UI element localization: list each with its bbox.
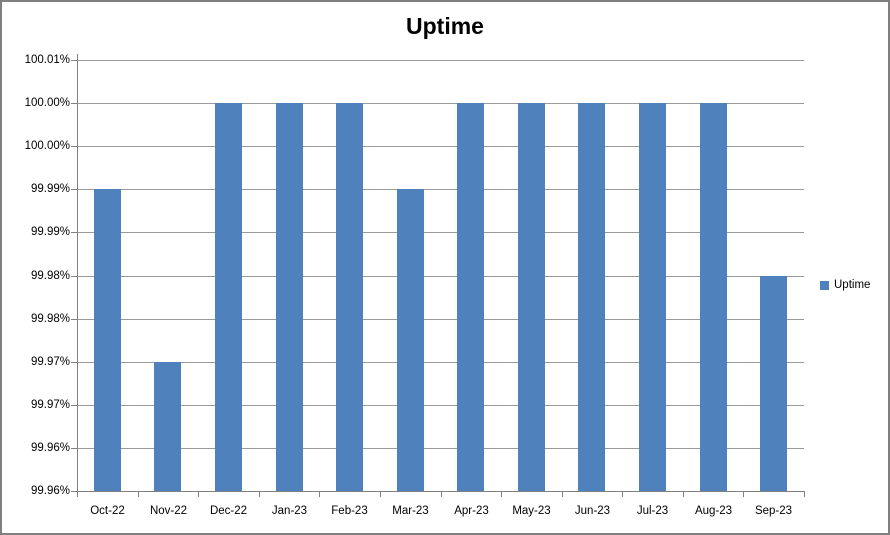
bar-Aug-23[interactable]	[700, 103, 727, 491]
bar-Oct-22[interactable]	[94, 189, 121, 491]
chart-title[interactable]: Uptime	[406, 13, 484, 39]
x-axis-tick-label: Jun-23	[574, 505, 611, 517]
y-axis-tick	[71, 319, 77, 320]
bar-Apr-23[interactable]	[457, 103, 484, 491]
bar-May-23[interactable]	[518, 103, 545, 491]
x-axis-tick	[259, 491, 260, 497]
x-axis-tick-label: Dec-22	[209, 505, 248, 517]
x-axis-line	[77, 491, 804, 492]
y-axis-tick	[71, 103, 77, 104]
y-axis-tick	[71, 146, 77, 147]
x-axis-tick	[622, 491, 623, 497]
x-axis-tick	[804, 491, 805, 497]
y-axis-tick-label: 100.01%	[24, 54, 70, 66]
x-axis-tick	[683, 491, 684, 497]
gridline	[77, 405, 804, 406]
y-axis-tick	[71, 405, 77, 406]
x-axis-tick-label: Nov-22	[149, 505, 188, 517]
x-axis-tick-label: Sep-23	[754, 505, 793, 517]
y-axis-tick-label: 99.96%	[30, 442, 70, 454]
bar-Jul-23[interactable]	[639, 103, 666, 491]
gridline	[77, 146, 804, 147]
y-axis-tick	[71, 362, 77, 363]
y-axis-tick-label: 99.98%	[30, 270, 70, 282]
gridline	[77, 362, 804, 363]
bar-Jan-23[interactable]	[276, 103, 303, 491]
y-axis-tick-label: 99.98%	[30, 313, 70, 325]
y-axis-tick-label: 100.00%	[24, 97, 70, 109]
bar-Jun-23[interactable]	[578, 103, 605, 491]
x-axis-tick-label: Jul-23	[636, 505, 669, 517]
x-axis-tick	[743, 491, 744, 497]
legend-swatch-icon	[820, 280, 829, 290]
x-axis-tick-label: Feb-23	[331, 505, 368, 517]
bar-Sep-23[interactable]	[760, 276, 787, 491]
legend-label: Uptime	[834, 279, 871, 291]
bar-Nov-22[interactable]	[154, 362, 181, 491]
bar-Dec-22[interactable]	[215, 103, 242, 491]
legend[interactable]: Uptime	[820, 279, 870, 291]
x-axis-tick	[138, 491, 139, 497]
x-axis-tick-label: Jan-23	[271, 505, 308, 517]
x-axis-tick	[198, 491, 199, 497]
y-axis-tick-label: 100.00%	[24, 140, 70, 152]
x-axis-tick-label: Aug-23	[694, 505, 733, 517]
y-axis-tick	[71, 189, 77, 190]
bar-Feb-23[interactable]	[336, 103, 363, 491]
x-axis-tick	[501, 491, 502, 497]
y-axis-tick	[71, 232, 77, 233]
x-axis-tick	[380, 491, 381, 497]
bar-Mar-23[interactable]	[397, 189, 424, 491]
y-axis-tick-label: 99.97%	[30, 399, 70, 411]
x-axis-tick-label: Mar-23	[392, 505, 429, 517]
x-axis-tick-label: May-23	[512, 505, 551, 517]
y-axis-tick-label: 99.99%	[30, 183, 70, 195]
y-axis-tick-label: 99.99%	[30, 226, 70, 238]
y-axis-line	[77, 54, 78, 497]
gridline	[77, 60, 804, 61]
gridline	[77, 103, 804, 104]
y-axis-tick	[71, 276, 77, 277]
x-axis-tick	[562, 491, 563, 497]
y-axis-tick	[71, 448, 77, 449]
y-axis-tick-label: 99.97%	[30, 356, 70, 368]
gridline	[77, 189, 804, 190]
gridline	[77, 232, 804, 233]
y-axis-tick	[71, 60, 77, 61]
y-axis-tick-label: 99.96%	[30, 485, 70, 497]
x-axis-tick	[441, 491, 442, 497]
gridline	[77, 319, 804, 320]
gridline	[77, 448, 804, 449]
y-axis-tick	[71, 491, 77, 492]
x-axis-tick	[319, 491, 320, 497]
x-axis-tick-label: Apr-23	[454, 505, 489, 517]
gridline	[77, 276, 804, 277]
x-axis-tick-label: Oct-22	[90, 505, 125, 517]
